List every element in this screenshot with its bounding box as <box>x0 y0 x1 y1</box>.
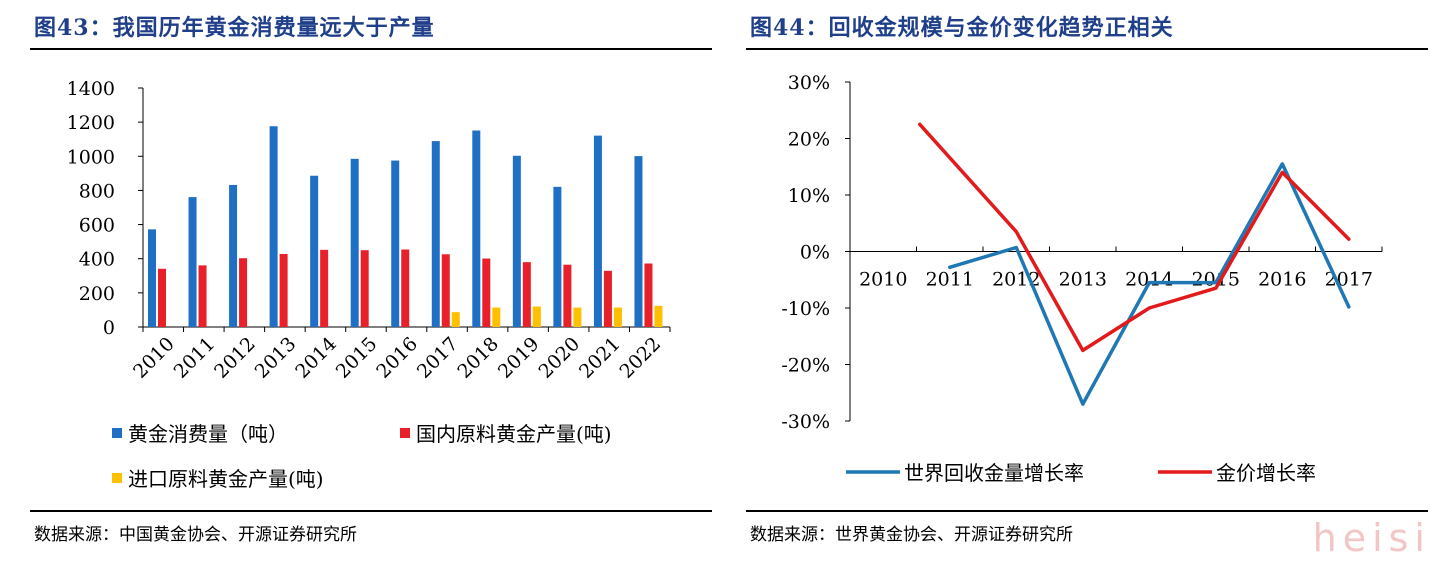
legend-label: 进口原料黄金产量(吨) <box>128 467 324 491</box>
x-tick-label: 2019 <box>494 333 544 383</box>
bar <box>391 160 400 327</box>
bar <box>563 264 572 327</box>
bar <box>148 229 156 327</box>
right-chart-source: 数据来源：世界黄金协会、开源证券研究所 <box>750 525 1073 545</box>
bar <box>644 263 653 327</box>
legend-label: 国内原料黄金产量(吨) <box>416 422 612 446</box>
right-chart-title: 图44：回收金规模与金价变化趋势正相关 <box>750 15 1174 41</box>
right-title-rule <box>746 48 1428 50</box>
y-tick-label: 200 <box>79 283 115 305</box>
x-tick-label: 2017 <box>413 333 463 383</box>
watermark-text: heisi <box>1312 516 1431 560</box>
bar <box>229 184 238 327</box>
y-tick-label: 400 <box>79 249 115 271</box>
x-tick-label: 2018 <box>453 333 503 383</box>
bar <box>188 197 197 327</box>
bar <box>593 135 602 327</box>
x-tick-label: 2011 <box>926 269 974 291</box>
bar <box>482 258 491 327</box>
bar <box>573 307 582 327</box>
y-tick-label: 0 <box>103 317 115 339</box>
bar <box>472 130 481 327</box>
y-tick-label: 1000 <box>67 146 115 168</box>
x-tick-label: 2010 <box>859 269 907 291</box>
y-tick-label: -20% <box>781 355 830 377</box>
y-tick-label: 30% <box>788 72 830 94</box>
bar <box>401 249 410 327</box>
y-tick-label: 1200 <box>67 112 115 134</box>
x-tick-label: 2010 <box>129 333 179 383</box>
legend-swatch <box>112 473 122 483</box>
bar <box>603 270 612 327</box>
x-tick-label: 2021 <box>575 333 625 383</box>
x-tick-label: 2014 <box>1125 269 1173 291</box>
bar <box>522 262 531 327</box>
legend-swatch <box>112 428 122 438</box>
legend-label: 黄金消费量（吨） <box>128 422 288 446</box>
bar <box>441 254 450 327</box>
recycling-gold-price-line-chart: -30%-20%-10%0%10%20%30%2010 2011 2012 2013 2… <box>781 72 1383 485</box>
y-tick-label: 20% <box>788 129 830 151</box>
x-tick-label: 2016 <box>1258 269 1306 291</box>
series-line <box>948 162 1351 406</box>
gold-consumption-bar-chart: 0200400600800100012001400201020112012201… <box>67 78 671 491</box>
x-tick-label: 2020 <box>534 333 584 383</box>
right-chart-panel: 图44：回收金规模与金价变化趋势正相关 -30% -20% -10% 0% 10% 20%… <box>746 0 1428 570</box>
bar <box>512 155 521 327</box>
x-tick-label: 2022 <box>616 333 666 383</box>
y-tick-label: 0% <box>800 242 830 264</box>
series-line <box>918 122 1351 353</box>
left-chart-title: 图43：我国历年黄金消费量远大于产量 <box>34 15 435 41</box>
x-tick-label: 2015 <box>332 333 382 383</box>
right-source-rule <box>746 510 1428 512</box>
y-tick-label: -30% <box>781 411 830 433</box>
bar <box>350 158 359 327</box>
y-tick-label: -10% <box>781 298 830 320</box>
bar <box>269 126 278 328</box>
bar <box>553 186 562 327</box>
x-tick-label: 2011 <box>170 333 220 383</box>
left-chart-panel: 图43：我国历年黄金消费量远大于产量 0 200 400 600 800 1000 1200… <box>30 0 712 570</box>
x-tick-label: 2012 <box>210 333 260 383</box>
x-tick-label: 2013 <box>1059 269 1107 291</box>
left-title-rule <box>30 48 712 50</box>
bar <box>654 305 663 327</box>
bar <box>198 265 207 327</box>
bar <box>158 268 166 327</box>
bar <box>310 175 319 327</box>
left-chart-source: 数据来源：中国黄金协会、开源证券研究所 <box>34 525 357 545</box>
bar <box>532 306 541 327</box>
legend-swatch <box>400 428 410 438</box>
x-tick-label: 2017 <box>1325 269 1373 291</box>
bar <box>239 258 248 327</box>
y-tick-label: 1400 <box>67 78 115 100</box>
legend-label: 金价增长率 <box>1216 461 1316 485</box>
bar <box>320 249 329 327</box>
y-tick-label: 10% <box>788 185 830 207</box>
bar <box>451 312 460 327</box>
x-tick-label: 2016 <box>372 333 422 383</box>
bar <box>492 307 501 327</box>
bar <box>613 307 622 327</box>
legend-label: 世界回收金量增长率 <box>904 461 1084 485</box>
y-tick-label: 600 <box>79 215 115 237</box>
y-tick-label: 800 <box>79 180 115 202</box>
bar <box>634 156 643 327</box>
left-source-rule <box>30 510 712 512</box>
bar <box>360 250 369 327</box>
x-tick-label: 2014 <box>291 333 341 383</box>
bar <box>431 141 440 327</box>
x-tick-label: 2013 <box>251 333 301 383</box>
bar <box>279 253 288 327</box>
